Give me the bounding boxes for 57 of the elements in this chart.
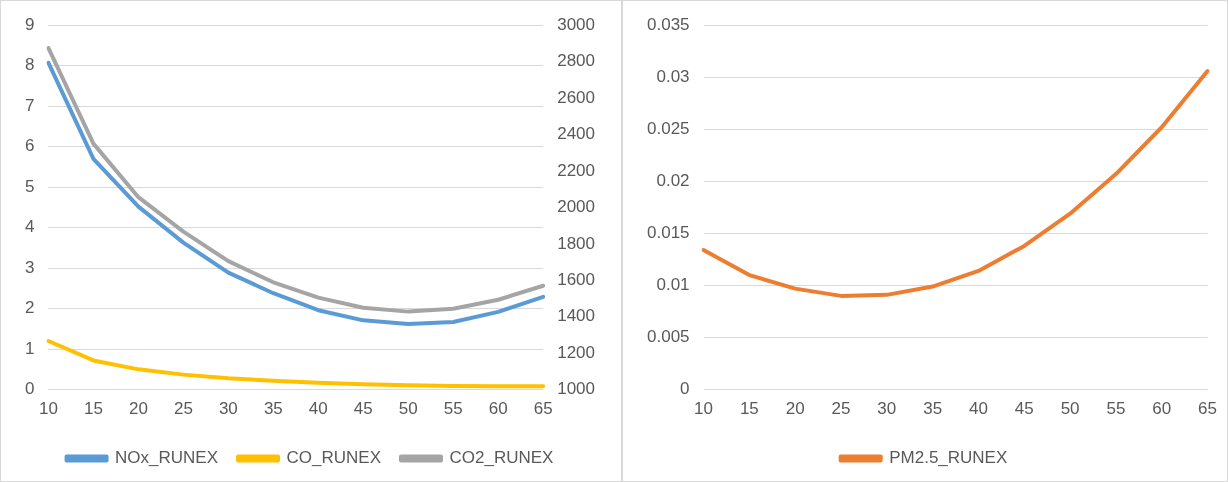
y-tick-label: 2 — [24, 298, 35, 318]
y-tick-label: 1 — [24, 338, 35, 358]
y-tick-label: 5 — [24, 176, 35, 196]
x-tick-label: 50 — [398, 399, 418, 419]
y2-tick-label: 1800 — [557, 233, 596, 253]
legend-label: CO2_RUNEX — [449, 448, 554, 468]
y-tick-label: 0.015 — [646, 223, 690, 243]
y-tick-label: 0.035 — [646, 14, 690, 34]
x-tick-label: 25 — [831, 399, 851, 419]
x-tick-label: 60 — [1152, 399, 1172, 419]
y-tick-label: 0.025 — [646, 119, 690, 138]
y-tick-label: 7 — [24, 95, 35, 115]
y-tick-label: 0.03 — [656, 66, 690, 86]
x-tick-label: 50 — [1060, 399, 1080, 419]
y-tick-label: 4 — [24, 217, 35, 237]
x-tick-label: 20 — [128, 399, 148, 419]
x-tick-label: 55 — [443, 399, 463, 419]
y-tick-label: 9 — [24, 14, 35, 34]
x-tick-label: 65 — [1198, 399, 1218, 419]
x-tick-label: 35 — [263, 399, 283, 419]
x-tick-label: 20 — [785, 399, 805, 419]
x-tick-label: 45 — [353, 399, 373, 419]
x-tick-label: 15 — [83, 399, 103, 419]
x-tick-label: 30 — [218, 399, 238, 419]
y-tick-label: 0.01 — [656, 275, 690, 295]
y-tick-label: 3 — [24, 257, 35, 277]
y-tick-label: 0 — [680, 379, 690, 399]
legend-label: NOx_RUNEX — [115, 448, 219, 468]
y2-tick-label: 2600 — [557, 87, 596, 107]
x-tick-label: 55 — [1106, 399, 1126, 419]
y-tick-label: 0.005 — [646, 327, 690, 347]
y-tick-label: 0 — [24, 379, 35, 399]
x-tick-label: 25 — [173, 399, 193, 419]
x-tick-label: 40 — [968, 399, 988, 419]
legend-label: CO_RUNEX — [286, 448, 382, 468]
x-tick-label: 10 — [694, 399, 713, 419]
x-tick-label: 10 — [38, 399, 58, 419]
y-tick-label: 0.02 — [656, 171, 690, 191]
y2-tick-label: 3000 — [557, 14, 596, 34]
x-tick-label: 15 — [739, 399, 759, 419]
legend-label: PM2.5_RUNEX — [889, 448, 1008, 468]
y2-tick-label: 2000 — [557, 197, 596, 217]
y2-tick-label: 1600 — [557, 269, 596, 289]
y-tick-label: 6 — [24, 136, 35, 156]
y2-tick-label: 2200 — [557, 160, 596, 180]
y2-tick-label: 2400 — [557, 124, 596, 144]
y-tick-label: 8 — [24, 55, 35, 75]
y2-tick-label: 1400 — [557, 306, 596, 326]
y2-tick-label: 1000 — [557, 379, 596, 399]
x-tick-label: 60 — [488, 399, 508, 419]
y2-tick-label: 1200 — [557, 342, 596, 362]
x-tick-label: 45 — [1014, 399, 1034, 419]
x-tick-label: 35 — [923, 399, 943, 419]
x-tick-label: 30 — [877, 399, 897, 419]
y2-tick-label: 2800 — [557, 51, 596, 71]
x-tick-label: 40 — [308, 399, 328, 419]
x-tick-label: 65 — [533, 399, 553, 419]
